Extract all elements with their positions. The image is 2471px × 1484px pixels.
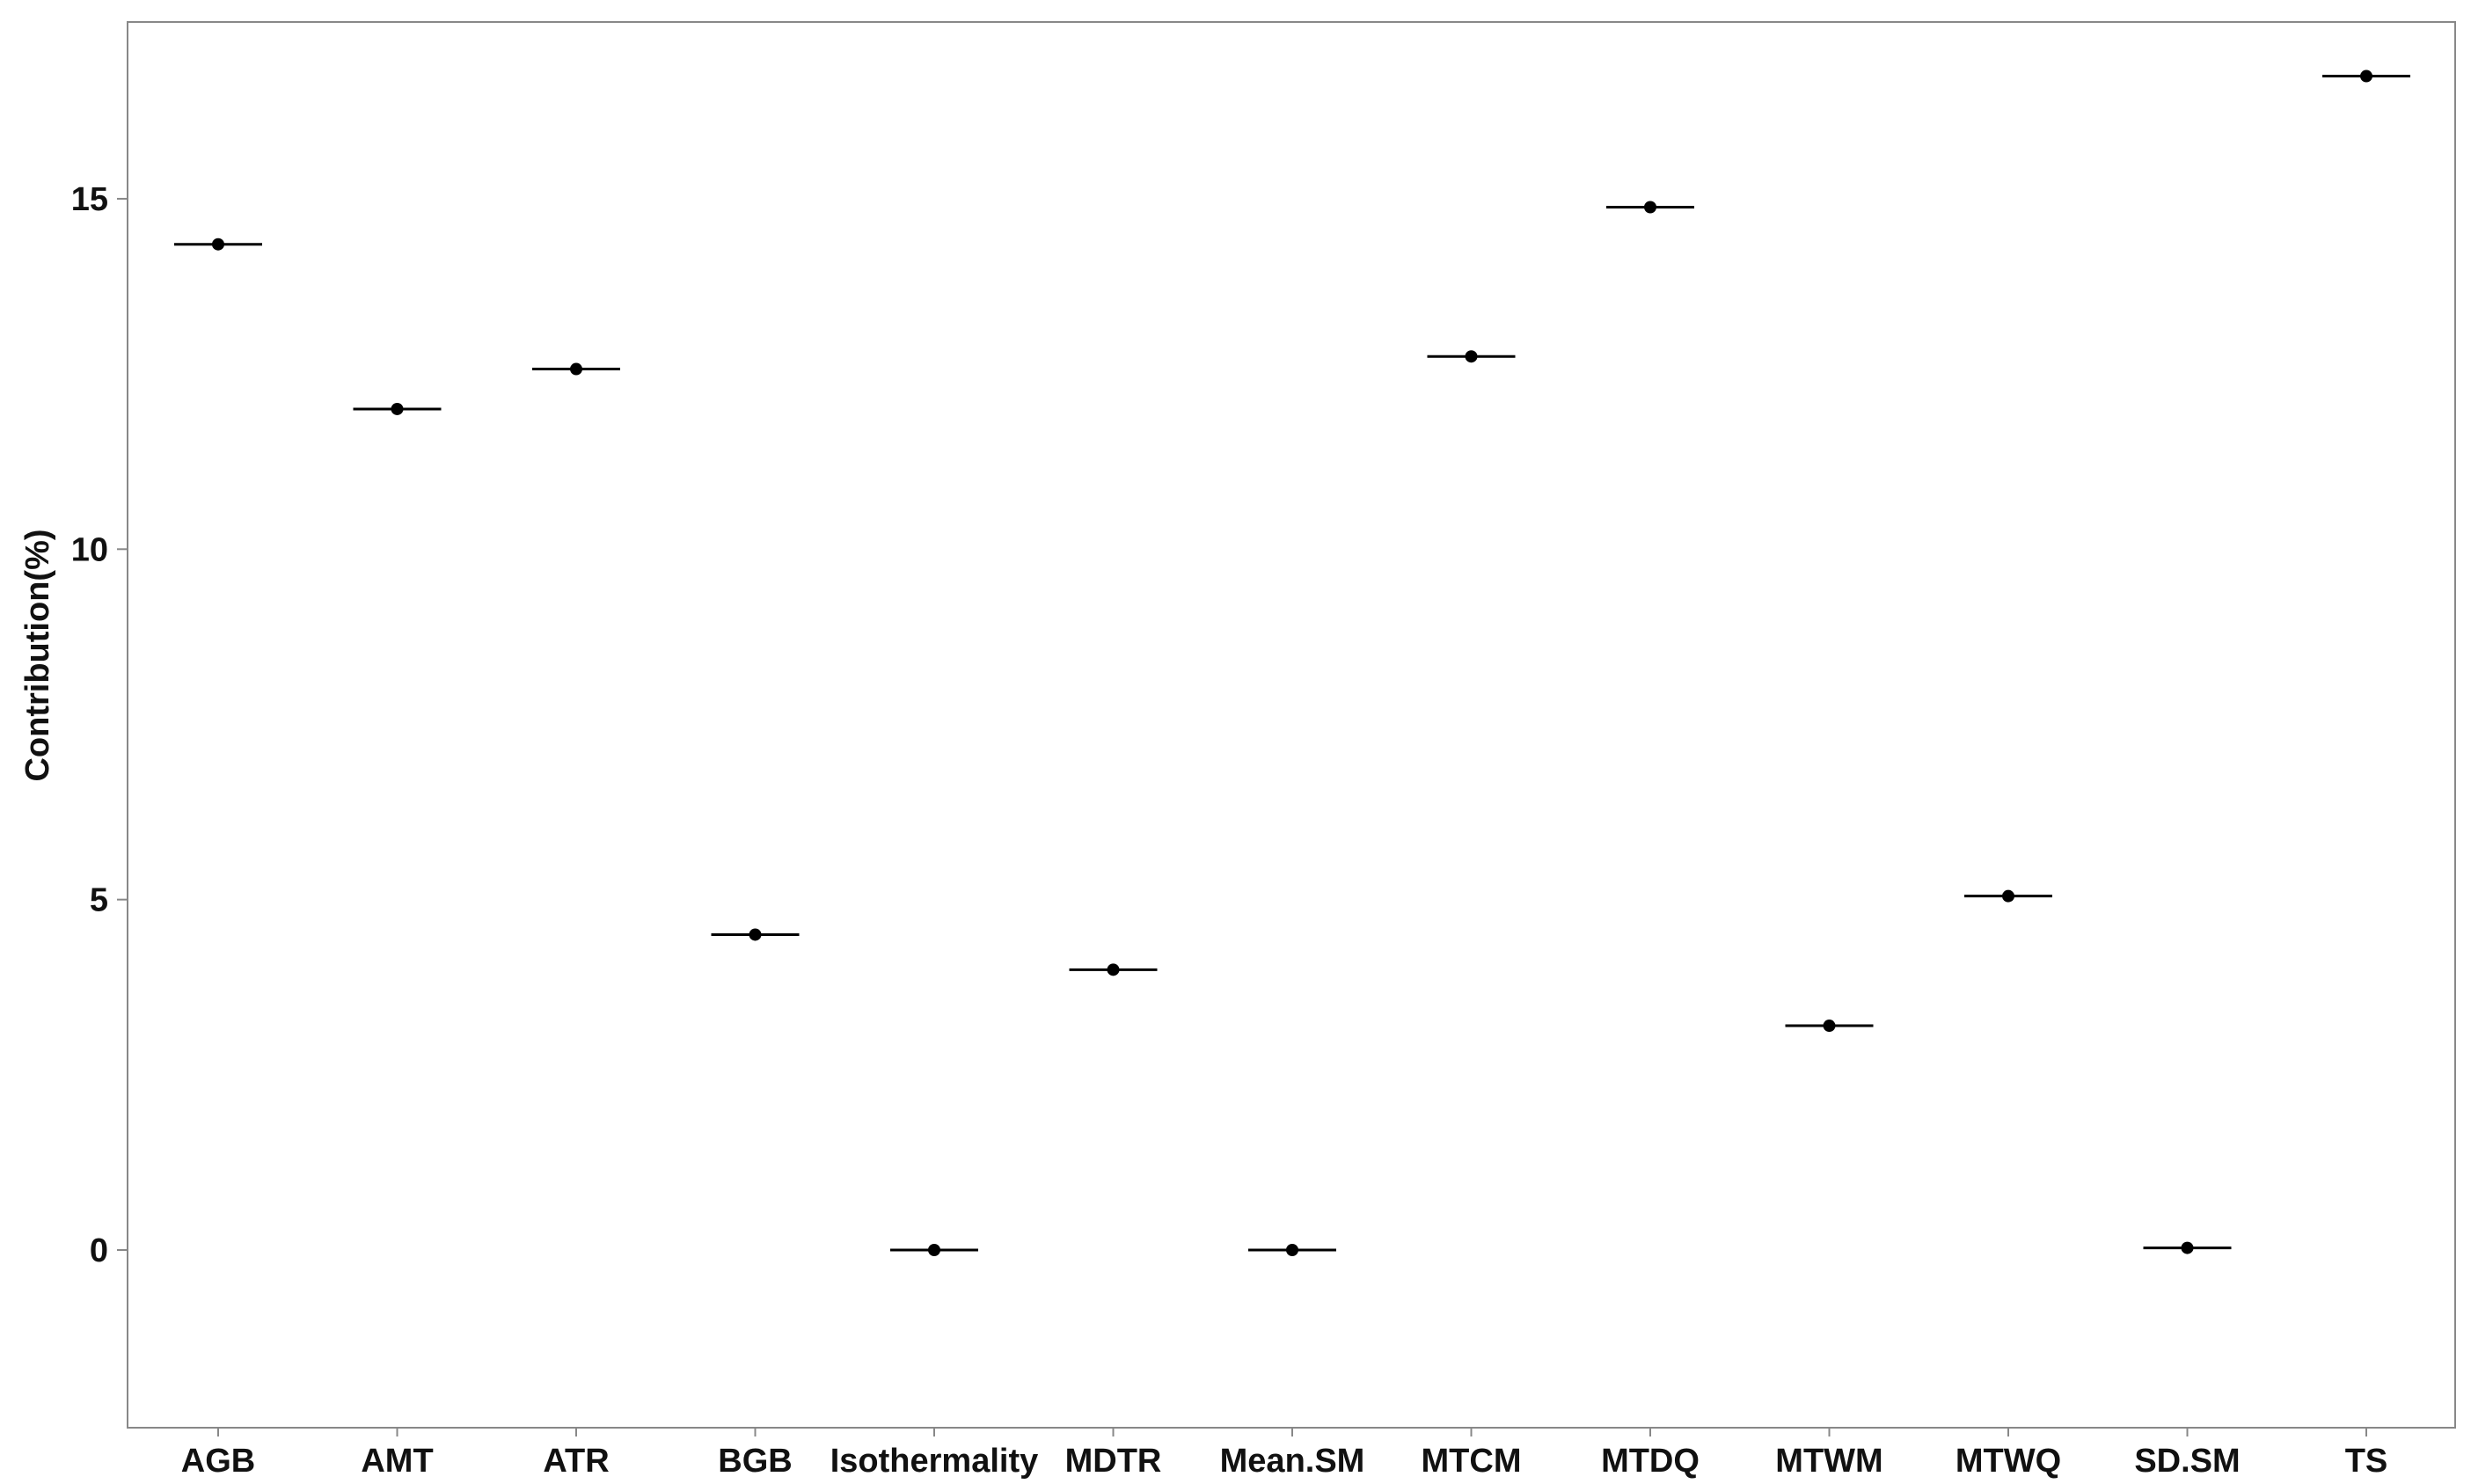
data-point — [890, 1244, 978, 1256]
data-point — [1427, 350, 1516, 363]
estimate-dot — [2181, 1241, 2194, 1254]
y-tick-label: 10 — [71, 531, 108, 568]
estimate-dot — [1823, 1020, 1836, 1033]
data-point — [353, 402, 442, 415]
data-point — [2322, 69, 2410, 83]
data-point — [532, 362, 620, 376]
estimate-dot — [1107, 963, 1120, 976]
x-axis: AGB AMT ATR BGB Isothermality MDTR Mean.SM MTCM… — [181, 1428, 2388, 1480]
estimate-dot — [1286, 1244, 1298, 1256]
data-point — [1606, 201, 1694, 214]
estimate-dot — [1644, 201, 1656, 214]
y-axis-title: Contribution(%) — [19, 529, 56, 781]
estimate-dot — [2002, 889, 2014, 903]
estimate-dot — [391, 402, 404, 415]
x-tick-label: AGB — [181, 1443, 255, 1480]
x-tick-label: SD.SM — [2134, 1443, 2240, 1480]
estimate-dot — [1465, 350, 1478, 363]
estimate-dot — [570, 362, 582, 376]
y-tick-label: 0 — [90, 1232, 108, 1269]
data-point — [2143, 1241, 2232, 1254]
x-tick-label: MTWQ — [1956, 1443, 2061, 1480]
data-point — [174, 238, 262, 251]
data-point — [1248, 1244, 1336, 1256]
x-tick-label: Isothermality — [830, 1443, 1039, 1480]
x-tick-label: MDTR — [1065, 1443, 1162, 1480]
estimate-dot — [212, 238, 224, 251]
x-tick-label: MTWM — [1775, 1443, 1882, 1480]
x-tick-label: TS — [2345, 1443, 2388, 1480]
y-tick-label: 5 — [90, 882, 108, 919]
y-tick-label: 15 — [71, 181, 108, 218]
x-tick-label: MTCM — [1422, 1443, 1522, 1480]
data-point — [1069, 963, 1158, 976]
plot-frame — [127, 21, 2456, 1429]
x-tick-label: AMT — [361, 1443, 433, 1480]
x-tick-label: ATR — [543, 1443, 609, 1480]
y-axis: 0 5 10 15 — [71, 181, 128, 1269]
data-marks — [174, 69, 2410, 1256]
x-tick-label: BGB — [718, 1443, 792, 1480]
estimate-dot — [749, 928, 762, 941]
x-tick-label: MTDQ — [1601, 1443, 1700, 1480]
estimate-dot — [2360, 69, 2372, 83]
estimate-dot — [928, 1244, 940, 1256]
data-point — [1964, 889, 2052, 903]
x-tick-label: Mean.SM — [1220, 1443, 1365, 1480]
data-point — [1785, 1020, 1874, 1033]
data-point — [711, 928, 800, 941]
